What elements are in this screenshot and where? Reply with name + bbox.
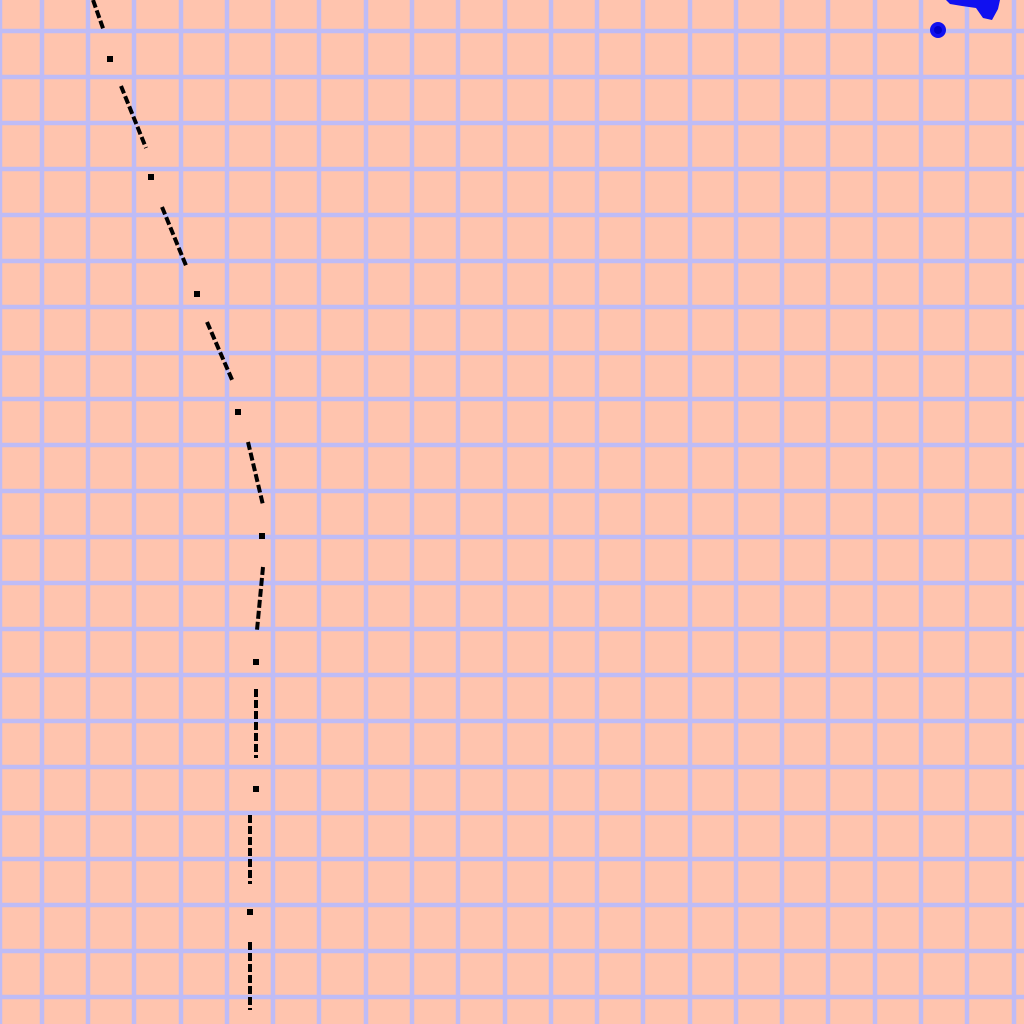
water-feature — [930, 0, 1000, 38]
boundary-line — [91, 0, 265, 1010]
boundary-dot — [235, 409, 241, 415]
water-patch — [946, 0, 1000, 20]
boundary-dot — [148, 174, 154, 180]
boundary-dot — [259, 533, 265, 539]
boundary-dot — [107, 56, 113, 62]
boundary-dash — [119, 85, 148, 149]
boundary-dot — [194, 291, 200, 297]
boundary-dash — [91, 0, 106, 32]
water-patch-core — [934, 26, 942, 34]
boundary-dot — [247, 909, 253, 915]
boundary-dot — [253, 659, 259, 665]
boundary-dot — [253, 786, 259, 792]
